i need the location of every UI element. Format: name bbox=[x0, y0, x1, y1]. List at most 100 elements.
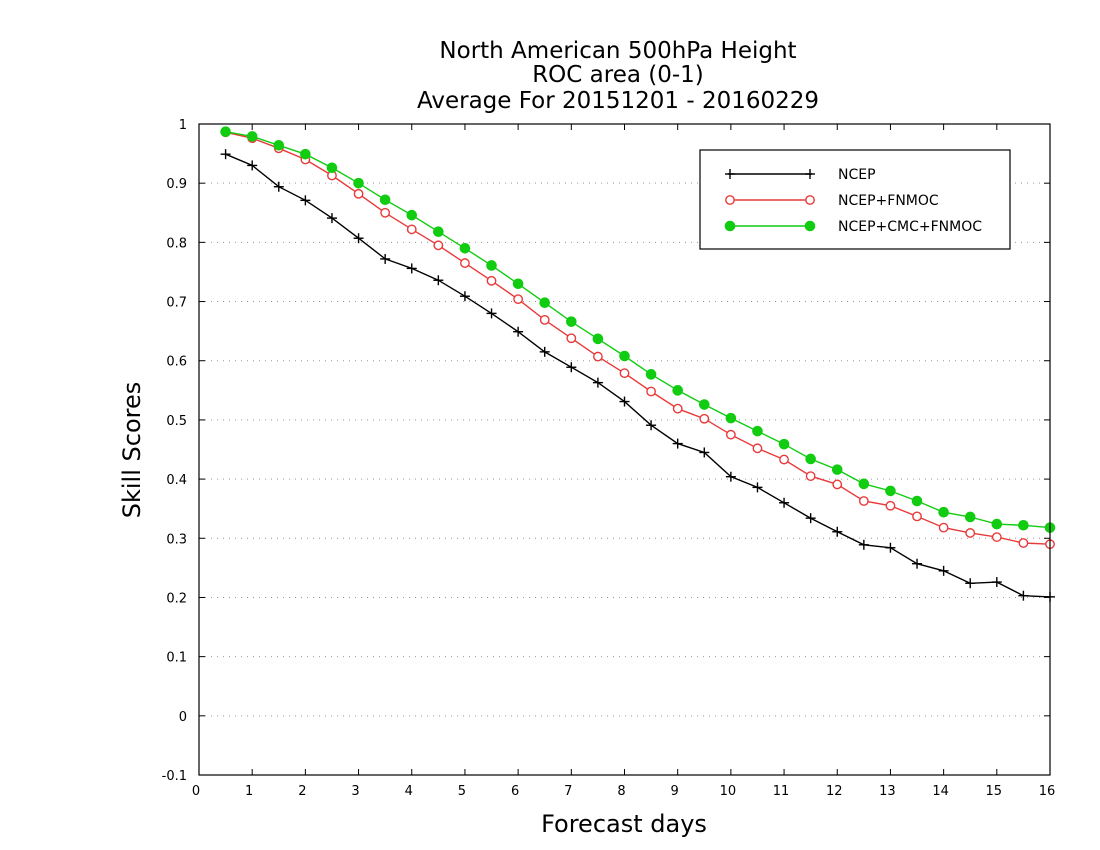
data-point-ncep bbox=[646, 420, 657, 431]
legend-marker bbox=[725, 195, 735, 205]
data-point-ncep-fnmoc bbox=[486, 275, 497, 286]
data-point-ncep bbox=[326, 213, 337, 224]
data-point-ncep-fnmoc bbox=[699, 413, 710, 424]
data-point-ncep-cmc-fnmoc bbox=[433, 226, 444, 238]
x-tick-label: 0 bbox=[192, 784, 200, 799]
data-point-ncep bbox=[380, 253, 391, 264]
y-tick-label: 0.8 bbox=[166, 236, 187, 251]
y-tick-label: 0.3 bbox=[166, 532, 187, 547]
data-point-ncep-fnmoc bbox=[991, 532, 1002, 542]
y-tick-label: 0.5 bbox=[166, 414, 187, 429]
data-point-ncep bbox=[965, 578, 976, 589]
y-tick-label: 0.7 bbox=[166, 296, 187, 311]
x-tick-label: 14 bbox=[932, 784, 949, 799]
data-point-ncep-cmc-fnmoc bbox=[459, 242, 471, 254]
y-tick-label: 0.1 bbox=[166, 651, 187, 666]
data-point-ncep-cmc-fnmoc bbox=[831, 464, 843, 475]
legend-label: NCEP+CMC+FNMOC bbox=[838, 219, 982, 235]
x-tick-label: 11 bbox=[773, 784, 790, 799]
data-point-ncep-fnmoc bbox=[832, 479, 843, 490]
data-point-ncep-cmc-fnmoc bbox=[512, 278, 524, 290]
series-ncep bbox=[220, 149, 1055, 602]
data-point-ncep bbox=[433, 275, 444, 286]
data-point-ncep bbox=[486, 308, 497, 319]
data-point-ncep bbox=[832, 526, 843, 537]
data-point-ncep-cmc-fnmoc bbox=[486, 260, 497, 271]
grid-lines bbox=[199, 182, 1050, 717]
y-tick-label: 1 bbox=[179, 118, 187, 133]
legend-marker bbox=[725, 169, 735, 179]
data-point-ncep-cmc-fnmoc bbox=[778, 438, 790, 450]
legend: NCEP NCEP+FNMOC NCEP+CMC+FNMOC bbox=[699, 149, 1011, 250]
data-point-ncep bbox=[406, 263, 417, 274]
y-axis-label: Skill Scores bbox=[118, 382, 146, 519]
data-point-ncep-fnmoc bbox=[672, 403, 683, 414]
data-point-ncep-cmc-fnmoc bbox=[698, 399, 710, 410]
legend-item-ncep-cmc-fnmoc: NCEP+CMC+FNMOC bbox=[724, 219, 982, 235]
data-point-ncep-cmc-fnmoc bbox=[619, 350, 630, 362]
data-point-ncep bbox=[725, 471, 736, 482]
data-point-ncep-fnmoc bbox=[566, 333, 577, 344]
x-axis: 0 1 2 3 4 5 6 7 8 9 10 11 12 13 14 15 16 bbox=[192, 124, 1055, 799]
data-point-ncep-cmc-fnmoc bbox=[326, 162, 338, 174]
data-point-ncep-fnmoc bbox=[619, 368, 630, 379]
y-tick-label: 0.2 bbox=[166, 591, 187, 606]
data-point-ncep bbox=[752, 482, 763, 493]
legend-marker bbox=[804, 220, 816, 232]
data-point-ncep-fnmoc bbox=[406, 224, 417, 235]
x-tick-label: 13 bbox=[879, 784, 896, 799]
legend-label: NCEP+FNMOC bbox=[838, 193, 939, 209]
x-tick-label: 10 bbox=[720, 784, 737, 799]
data-point-ncep bbox=[672, 438, 683, 449]
data-point-ncep-cmc-fnmoc bbox=[885, 485, 896, 497]
data-point-ncep-fnmoc bbox=[1018, 538, 1029, 548]
data-point-ncep-fnmoc bbox=[646, 386, 656, 397]
data-point-ncep-cmc-fnmoc bbox=[220, 126, 231, 137]
data-point-ncep-fnmoc bbox=[779, 454, 789, 465]
y-tick-label: -0.1 bbox=[162, 769, 187, 784]
data-point-ncep-cmc-fnmoc bbox=[725, 412, 737, 424]
legend-marker bbox=[805, 169, 815, 179]
data-point-ncep bbox=[779, 497, 790, 508]
x-tick-label: 5 bbox=[458, 784, 466, 799]
data-point-ncep-cmc-fnmoc bbox=[246, 131, 258, 142]
x-tick-label: 4 bbox=[405, 784, 413, 799]
data-point-ncep-cmc-fnmoc bbox=[938, 506, 949, 518]
title-line-2: ROC area (0-1) bbox=[532, 62, 704, 88]
data-point-ncep bbox=[273, 181, 284, 192]
x-tick-label: 1 bbox=[245, 784, 253, 799]
data-point-ncep-fnmoc bbox=[885, 500, 896, 511]
x-tick-label: 12 bbox=[826, 784, 843, 799]
data-point-ncep-cmc-fnmoc bbox=[379, 194, 391, 206]
data-point-ncep-cmc-fnmoc bbox=[273, 140, 285, 151]
data-point-ncep-cmc-fnmoc bbox=[300, 148, 311, 160]
data-point-ncep-cmc-fnmoc bbox=[805, 453, 816, 465]
plot-frame bbox=[198, 123, 1051, 776]
data-point-ncep-cmc-fnmoc bbox=[858, 478, 870, 490]
x-tick-label: 15 bbox=[986, 784, 1003, 799]
title-line-1: North American 500hPa Height bbox=[439, 38, 796, 64]
x-tick-label: 6 bbox=[511, 784, 519, 799]
data-point-ncep bbox=[513, 326, 524, 337]
data-point-ncep-cmc-fnmoc bbox=[645, 369, 657, 380]
series-ncep-cmc-fnmoc bbox=[220, 126, 1056, 533]
data-point-ncep-fnmoc bbox=[965, 528, 976, 538]
data-point-ncep-fnmoc bbox=[433, 240, 444, 251]
x-tick-label: 16 bbox=[1039, 784, 1056, 799]
legend-marker bbox=[724, 220, 736, 232]
data-point-ncep-cmc-fnmoc bbox=[1018, 519, 1029, 531]
y-tick-label: 0 bbox=[179, 710, 187, 725]
data-point-ncep-cmc-fnmoc bbox=[752, 425, 763, 437]
title-line-3: Average For 20151201 - 20160229 bbox=[417, 88, 819, 114]
data-point-ncep bbox=[247, 160, 258, 171]
data-point-ncep-fnmoc bbox=[912, 511, 922, 522]
legend-item-ncep-fnmoc: NCEP+FNMOC bbox=[725, 193, 939, 209]
data-point-ncep bbox=[592, 377, 603, 388]
data-point-ncep-cmc-fnmoc bbox=[911, 495, 923, 507]
legend-item-ncep: NCEP bbox=[725, 167, 876, 183]
data-point-ncep bbox=[699, 447, 710, 458]
y-tick-label: 0.6 bbox=[166, 355, 187, 370]
data-point-ncep bbox=[991, 577, 1002, 588]
data-point-ncep-fnmoc bbox=[513, 294, 524, 305]
